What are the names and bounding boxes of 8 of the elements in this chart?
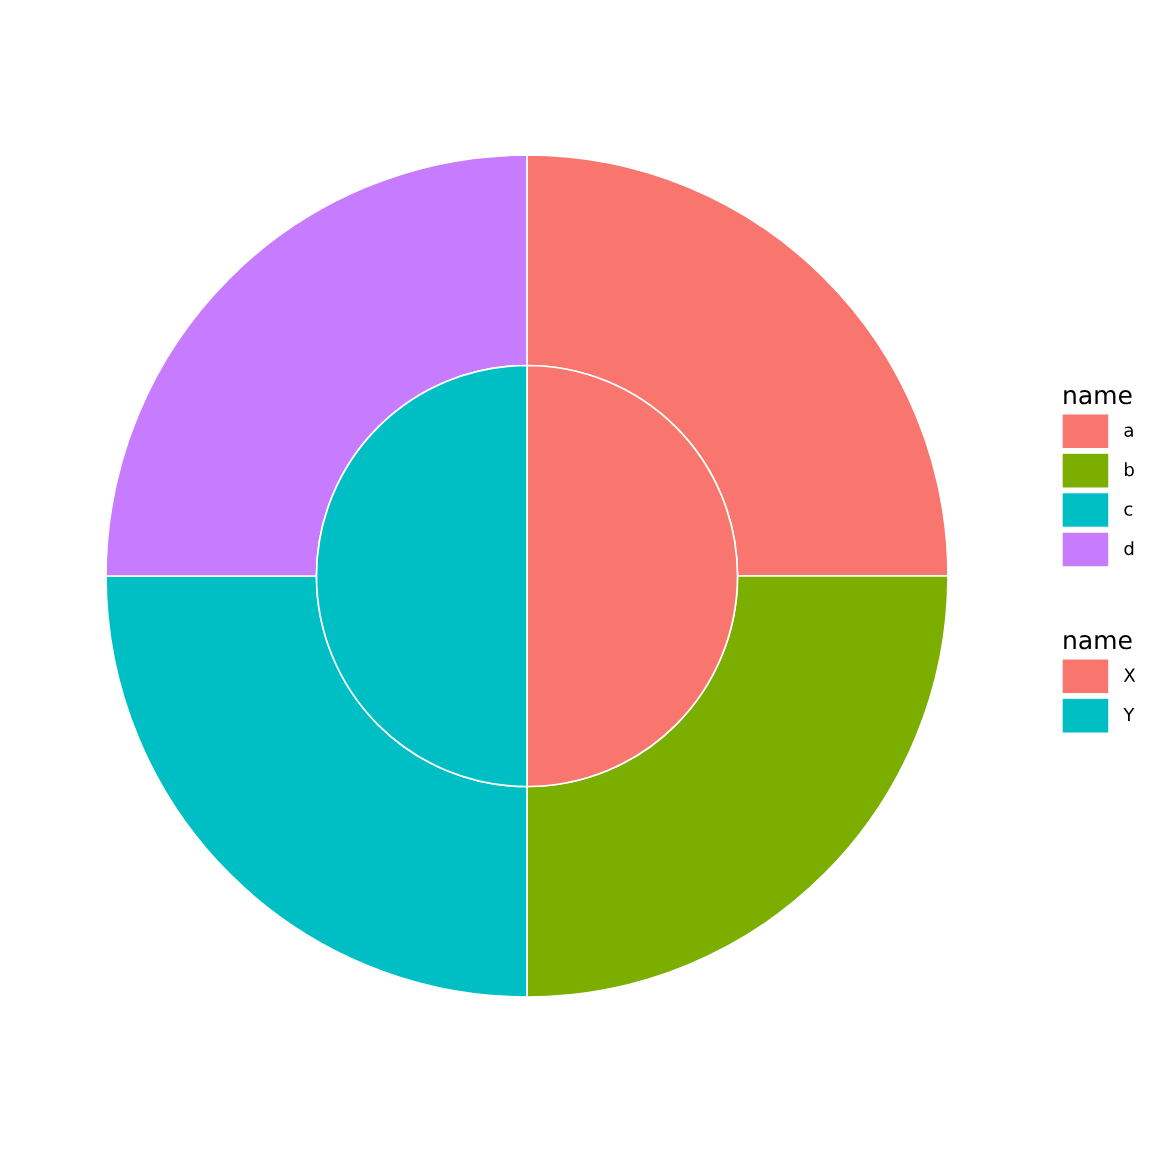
- slice-label: name: [1064, 390, 1132, 405]
- legend-label: a: [1124, 426, 1133, 437]
- legend-label: X: [1123, 668, 1136, 682]
- legend-label: Y: [1123, 707, 1135, 722]
- legend-label: c: [1124, 505, 1133, 516]
- slice-label: name: [1064, 635, 1132, 650]
- legend-label: b: [1125, 462, 1134, 477]
- legend-label: d: [1124, 541, 1134, 556]
